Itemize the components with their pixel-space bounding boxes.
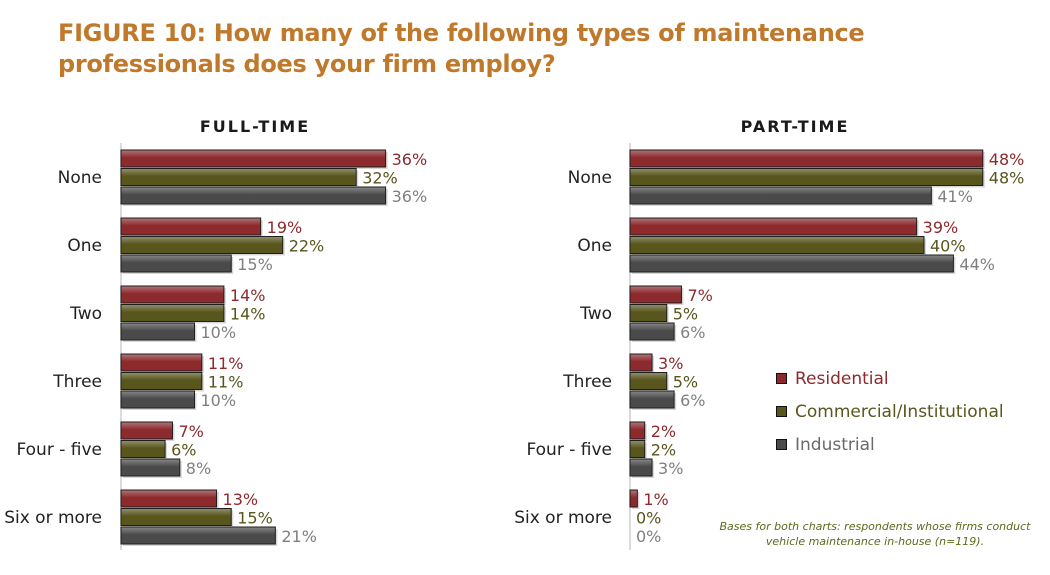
- legend-swatch-residential: [776, 373, 787, 384]
- data-label-commercial: 11%: [208, 373, 244, 392]
- data-label-industrial: 3%: [658, 459, 683, 478]
- data-label-industrial: 6%: [680, 323, 705, 342]
- bar-commercial: [120, 304, 225, 322]
- category-label: Six or more: [4, 508, 102, 528]
- bar-commercial: [629, 168, 984, 186]
- data-label-commercial: 5%: [673, 373, 698, 392]
- category-label: Three: [562, 372, 612, 392]
- category-label: One: [67, 236, 102, 256]
- panel-title: PART-TIME: [741, 117, 850, 136]
- bar-residential: [120, 421, 173, 440]
- bar-residential: [120, 149, 387, 168]
- data-label-industrial: 0%: [636, 527, 661, 546]
- data-label-industrial: 41%: [937, 187, 973, 206]
- data-label-residential: 48%: [989, 150, 1025, 169]
- figure-title: FIGURE 10: How many of the following typ…: [58, 19, 865, 78]
- data-label-commercial: 6%: [171, 441, 196, 460]
- category-label: Two: [579, 304, 612, 324]
- legend-swatch-commercial: [776, 406, 787, 417]
- bar-commercial: [120, 168, 357, 186]
- bar-residential: [120, 489, 218, 508]
- bar-residential: [629, 489, 638, 508]
- data-label-industrial: 6%: [680, 391, 705, 410]
- data-label-residential: 7%: [687, 286, 712, 305]
- data-label-commercial: 0%: [636, 509, 661, 528]
- bar-residential: [629, 285, 682, 304]
- legend-label-industrial: Industrial: [795, 434, 875, 455]
- bar-commercial: [120, 372, 203, 390]
- data-label-industrial: 10%: [201, 323, 237, 342]
- bar-residential: [629, 217, 918, 236]
- bar-residential: [629, 149, 984, 168]
- category-label: One: [577, 236, 612, 256]
- data-label-industrial: 21%: [281, 527, 317, 546]
- bar-residential: [120, 353, 203, 372]
- bar-industrial: [120, 458, 181, 477]
- data-label-commercial: 22%: [289, 237, 325, 256]
- bar-commercial: [120, 508, 232, 526]
- bar-residential: [629, 353, 653, 372]
- category-label: None: [58, 168, 102, 188]
- legend-label-residential: Residential: [795, 368, 889, 389]
- chart-part-time: PART-TIMENone48%48%41%One39%40%44%Two7%5…: [514, 117, 1024, 550]
- category-label: Four - five: [16, 440, 102, 460]
- panel-title: FULL-TIME: [200, 117, 310, 136]
- bar-commercial: [120, 236, 284, 254]
- data-label-commercial: 48%: [989, 169, 1025, 188]
- data-label-industrial: 15%: [237, 255, 273, 274]
- data-label-residential: 2%: [651, 422, 676, 441]
- bar-industrial: [120, 322, 195, 341]
- legend-item-commercial: Commercial/Institutional: [776, 395, 1004, 428]
- bar-industrial: [120, 254, 232, 273]
- data-label-commercial: 32%: [362, 169, 398, 188]
- data-label-residential: 14%: [230, 286, 266, 305]
- category-label: Six or more: [514, 508, 612, 528]
- legend-label-commercial: Commercial/Institutional: [795, 401, 1004, 422]
- data-label-residential: 11%: [208, 354, 244, 373]
- data-label-residential: 19%: [267, 218, 303, 237]
- category-label: None: [568, 168, 612, 188]
- data-label-commercial: 14%: [230, 305, 266, 324]
- bar-industrial: [629, 186, 932, 205]
- data-label-residential: 39%: [923, 218, 959, 237]
- data-label-commercial: 15%: [237, 509, 273, 528]
- bar-industrial: [629, 458, 653, 477]
- data-label-residential: 36%: [392, 150, 428, 169]
- data-label-residential: 13%: [223, 490, 259, 509]
- bar-commercial: [629, 440, 646, 458]
- bar-residential: [120, 285, 225, 304]
- data-label-industrial: 44%: [959, 255, 995, 274]
- data-label-commercial: 40%: [930, 237, 966, 256]
- bar-industrial: [629, 390, 675, 409]
- data-label-industrial: 10%: [201, 391, 237, 410]
- bar-residential: [120, 217, 262, 236]
- data-label-residential: 3%: [658, 354, 683, 373]
- data-label-residential: 1%: [643, 490, 668, 509]
- bar-industrial: [120, 186, 387, 205]
- data-label-industrial: 36%: [392, 187, 428, 206]
- data-label-industrial: 8%: [186, 459, 211, 478]
- bar-industrial: [120, 526, 276, 545]
- bar-commercial: [120, 440, 166, 458]
- legend-item-residential: Residential: [776, 362, 1004, 395]
- category-label: Three: [52, 372, 102, 392]
- chart-full-time: FULL-TIME None 36%32%36% One 19%22% 15% Two 14%…: [4, 117, 427, 550]
- legend-swatch-industrial: [776, 439, 787, 450]
- legend: Residential Commercial/Institutional Ind…: [776, 362, 1004, 461]
- data-label-commercial: 5%: [673, 305, 698, 324]
- bar-industrial: [629, 254, 954, 273]
- bar-commercial: [629, 372, 668, 390]
- data-label-residential: 7%: [178, 422, 203, 441]
- category-label: Four - five: [526, 440, 612, 460]
- bar-industrial: [120, 390, 195, 409]
- category-label: Two: [69, 304, 102, 324]
- bar-residential: [629, 421, 646, 440]
- bar-commercial: [629, 304, 668, 322]
- bar-commercial: [629, 236, 925, 254]
- base-note: Bases for both charts: respondents whose…: [719, 520, 1031, 548]
- data-label-commercial: 2%: [651, 441, 676, 460]
- legend-item-industrial: Industrial: [776, 428, 1004, 461]
- bar-industrial: [629, 322, 675, 341]
